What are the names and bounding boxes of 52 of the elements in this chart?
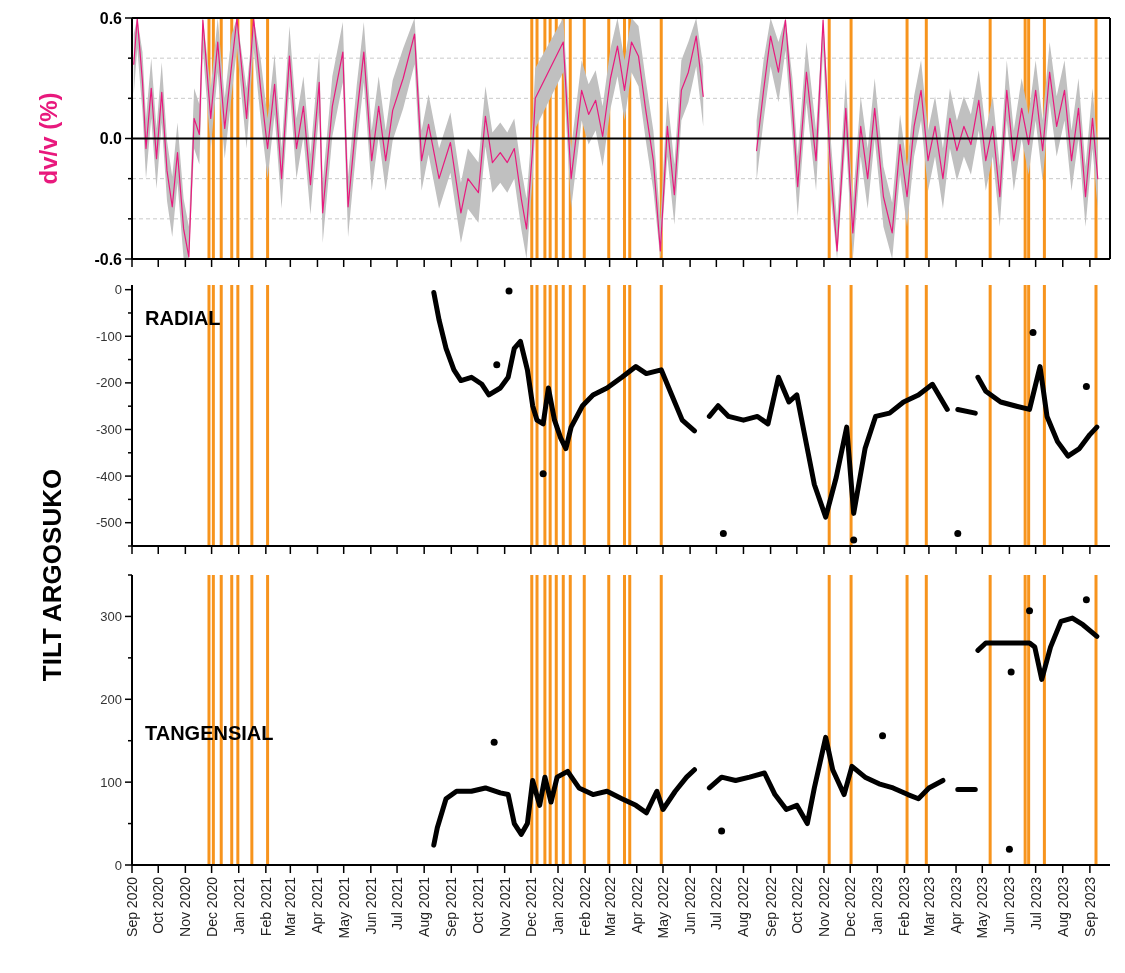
x-tick-label: Mar 2021 — [282, 876, 299, 937]
x-tick-label: Oct 2021 — [469, 876, 486, 934]
y-axis-title: dv/v (%) — [34, 92, 62, 185]
y-tick-label: 0.0 — [99, 130, 123, 147]
x-tick-label: Jan 2023 — [869, 876, 886, 935]
x-tick-label: Apr 2021 — [309, 876, 326, 934]
x-tick-label: Jun 2021 — [362, 876, 379, 935]
x-tick-label: Sep 2022 — [762, 876, 779, 937]
x-tick-label: Mar 2022 — [601, 876, 618, 937]
x-tick-label: Jul 2023 — [1027, 876, 1044, 930]
x-tick-label: May 2022 — [654, 876, 671, 939]
x-tick-label: Jul 2021 — [389, 876, 406, 930]
x-tick-label: Nov 2022 — [815, 876, 832, 937]
x-tick-label: Jun 2023 — [1001, 876, 1018, 935]
x-tick-label: May 2023 — [974, 876, 991, 939]
x-tick-label: Oct 2022 — [788, 876, 805, 934]
y-tick-label: 200 — [100, 691, 122, 707]
y-axis-title: TILT ARGOSUKO — [37, 468, 67, 682]
x-tick-label: Jul 2022 — [708, 876, 725, 930]
y-tick-label: -500 — [95, 515, 122, 531]
x-tick-label: Oct 2020 — [150, 876, 167, 934]
x-tick-label: Nov 2020 — [177, 876, 194, 937]
x-tick-label: Aug 2022 — [735, 876, 752, 937]
y-tick-label: 0.6 — [99, 9, 123, 27]
x-tick-label: Sep 2021 — [443, 876, 460, 937]
x-tick-label: Dec 2022 — [842, 876, 859, 937]
x-tick-label: Dec 2021 — [522, 876, 539, 937]
y-tick-label: -0.6 — [94, 250, 123, 268]
y-tick-label: 0 — [114, 857, 122, 873]
x-tick-label: Aug 2021 — [416, 876, 433, 937]
x-tick-label: Jan 2022 — [550, 876, 567, 935]
y-tick-label: 0 — [114, 282, 122, 298]
x-tick-label: Feb 2023 — [896, 876, 913, 937]
x-tick-label: May 2021 — [335, 876, 352, 939]
x-tick-label: Apr 2022 — [628, 876, 645, 934]
x-tick-label: Dec 2020 — [203, 876, 220, 937]
y-tick-label: 300 — [100, 608, 122, 624]
y-tick-label: 100 — [100, 774, 122, 790]
x-tick-label: Sep 2020 — [124, 876, 140, 937]
y-tick-label: -200 — [95, 375, 122, 391]
y-tick-label: -400 — [95, 468, 122, 484]
x-tick-label: Feb 2022 — [577, 876, 594, 937]
x-tick-label: Feb 2021 — [257, 876, 274, 937]
x-tick-label: Jan 2021 — [230, 876, 247, 935]
x-tick-label: Mar 2023 — [920, 876, 937, 937]
x-tick-label: Sep 2023 — [1081, 876, 1098, 937]
x-tick-label: Nov 2021 — [496, 876, 513, 937]
x-tick-label: Aug 2023 — [1054, 876, 1071, 937]
y-tick-label: -100 — [95, 328, 122, 344]
x-tick-label: Jun 2022 — [682, 876, 699, 935]
y-tick-label: -300 — [95, 421, 122, 437]
x-tick-label: Apr 2023 — [948, 876, 965, 934]
